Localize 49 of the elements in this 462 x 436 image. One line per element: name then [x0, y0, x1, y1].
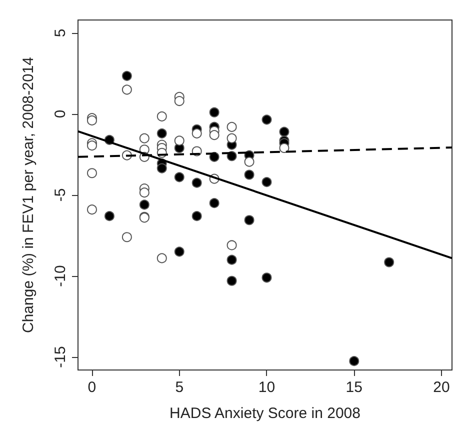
point: [384, 257, 394, 268]
x-tick-label: 0: [88, 379, 96, 396]
point: [209, 107, 220, 118]
point: [139, 133, 150, 144]
point: [192, 128, 202, 138]
point: [226, 133, 237, 144]
x-tick-label: 15: [346, 379, 362, 396]
point: [244, 215, 254, 226]
point: [156, 253, 167, 264]
y-axis-title: Change (%) in FEV1 per year, 2008-2014: [20, 57, 37, 333]
point: [122, 70, 132, 81]
y-tick-label: 5: [52, 28, 69, 38]
x-tick-label: 5: [175, 379, 184, 396]
point: [349, 356, 360, 366]
point: [156, 111, 167, 122]
point: [86, 140, 97, 151]
point: [279, 126, 290, 137]
point: [209, 130, 220, 140]
point: [174, 246, 184, 257]
point: [262, 272, 272, 283]
point: [174, 96, 184, 106]
y-tick-label: -10: [52, 265, 69, 287]
point: [244, 156, 254, 167]
point: [192, 211, 202, 222]
y-tick-label: -15: [52, 346, 69, 368]
point: [279, 143, 290, 154]
x-axis-title: HADS Anxiety Score in 2008: [170, 405, 360, 422]
point: [226, 122, 237, 132]
point: [104, 211, 114, 222]
point: [262, 114, 272, 125]
point: [174, 172, 184, 182]
point: [209, 198, 220, 208]
x-tick-label: 10: [258, 379, 276, 396]
point: [156, 163, 167, 174]
y-tick-label: 0: [52, 110, 69, 118]
point: [262, 177, 272, 188]
point: [244, 170, 254, 180]
point: [226, 254, 237, 265]
point: [174, 136, 184, 146]
point: [122, 232, 132, 242]
x-tick-label: 20: [433, 379, 450, 396]
y-tick-label: -5: [52, 188, 69, 202]
point: [226, 240, 237, 250]
point: [226, 276, 237, 286]
point: [156, 128, 167, 138]
point: [192, 178, 202, 188]
point: [122, 84, 132, 95]
point: [139, 188, 150, 198]
point: [139, 200, 150, 210]
